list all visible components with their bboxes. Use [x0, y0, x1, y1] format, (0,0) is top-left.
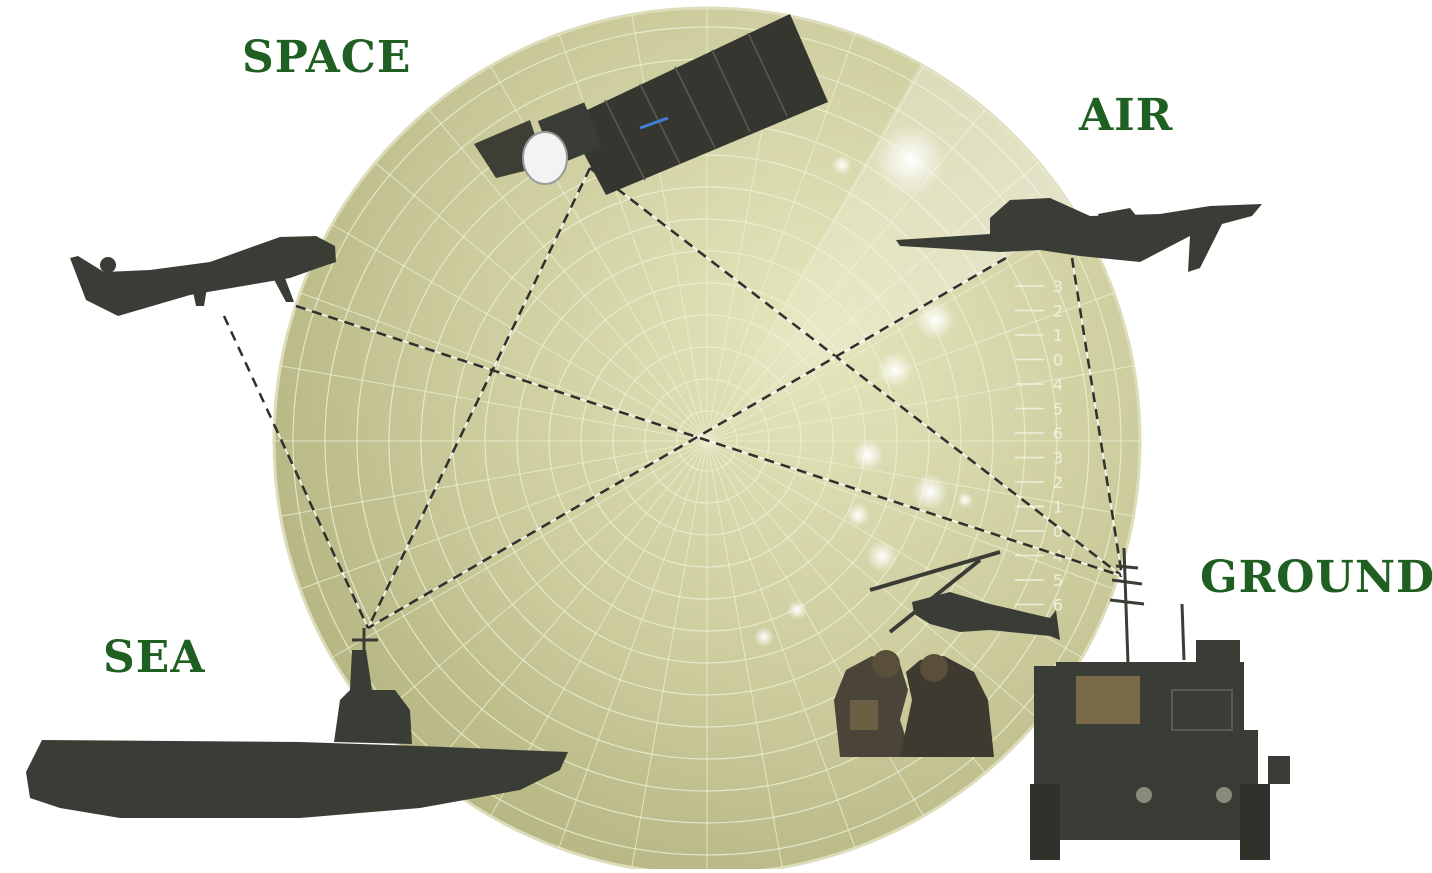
radar-spoke: [274, 440, 708, 518]
link-line: [366, 167, 592, 629]
radar-spoke: [706, 290, 1121, 442]
radar-spoke: [556, 440, 708, 855]
link-line: [367, 256, 1007, 630]
radar-spoke: [293, 290, 708, 442]
radar-spoke: [423, 440, 708, 779]
radar-blips: [754, 124, 973, 647]
link-line-highlight: [223, 315, 369, 629]
military-truck-icon: [1030, 640, 1290, 860]
radar-blip: [832, 155, 852, 175]
radar-scale-digit: 6: [1053, 424, 1063, 443]
link-line: [222, 315, 370, 629]
aircraft-carrier-icon: [26, 628, 568, 818]
radar-scale-digit: 0: [1053, 522, 1063, 541]
radar-scale-digit: 0: [1053, 351, 1063, 370]
radar-spoke: [706, 440, 1121, 592]
radar-spoke: [706, 27, 858, 442]
radar-scale-digit: 1: [1053, 498, 1063, 517]
link-line: [589, 167, 1123, 577]
radar-blip: [912, 474, 948, 510]
radar-blip: [754, 627, 774, 647]
satellite-icon: [474, 14, 828, 195]
radar-spoke: [325, 440, 708, 662]
radar-spoke: [556, 27, 708, 442]
radar-scale-digit: 1: [1053, 326, 1063, 345]
link-line: [1070, 257, 1124, 577]
link-line-highlight: [589, 167, 1123, 577]
radar-range-scale: 32104563210456: [1015, 277, 1063, 615]
label-space: SPACE: [242, 32, 412, 83]
radar-spoke: [706, 440, 928, 823]
radar-spoke: [630, 440, 708, 873]
radar-scale-digit: 3: [1053, 277, 1063, 296]
radar-scale-digit: 6: [1053, 596, 1063, 615]
soldiers-icon: [834, 650, 994, 757]
radar-blip: [957, 492, 973, 508]
radar-scale-digit: 5: [1053, 400, 1063, 419]
radar-blip: [866, 540, 898, 572]
helicopter-icon: [869, 550, 1060, 640]
radar-scale-digit: 4: [1053, 375, 1063, 394]
drone-icon-left: [70, 236, 336, 316]
radar-spoke: [706, 220, 1089, 442]
link-line-highlight: [295, 305, 1123, 577]
link-line-highlight: [1071, 257, 1123, 577]
solar-panel: [566, 14, 828, 195]
label-air: AIR: [1079, 90, 1174, 141]
radar-scale-digit: 5: [1053, 571, 1063, 590]
radar-spoke: [325, 220, 708, 442]
communication-links: [222, 167, 1124, 630]
link-line: [295, 304, 1123, 578]
radar-scale-digit: 2: [1053, 302, 1063, 321]
radar-blip: [846, 503, 870, 527]
radar-spoke: [706, 440, 858, 855]
radar-spoke: [274, 364, 708, 442]
radar-spoke: [706, 364, 1140, 442]
radar-scale-digit: 2: [1053, 473, 1063, 492]
radar-spoke: [369, 157, 708, 442]
radar-sweep: [707, 30, 1100, 441]
radar-spoke: [369, 440, 708, 725]
link-line-highlight: [367, 257, 1007, 629]
radar-blip: [915, 300, 955, 340]
radar-scale-digit: 3: [1053, 449, 1063, 468]
drone-icon-right: [896, 198, 1262, 272]
radar-blip: [852, 439, 884, 471]
radar-blip: [787, 600, 807, 620]
radar-spoke: [293, 440, 708, 592]
radar-grid: [274, 8, 1140, 873]
radar-spoke: [423, 103, 708, 442]
label-sea: SEA: [103, 632, 206, 683]
radar-spoke: [630, 8, 708, 442]
radar-spoke: [706, 440, 1045, 725]
label-ground: GROUND: [1200, 552, 1432, 603]
radar-blip: [877, 352, 913, 388]
radar-blip: [874, 124, 946, 196]
satellite-dish: [522, 131, 568, 185]
radar-spoke: [706, 440, 784, 873]
antenna-icon: [1109, 547, 1186, 665]
